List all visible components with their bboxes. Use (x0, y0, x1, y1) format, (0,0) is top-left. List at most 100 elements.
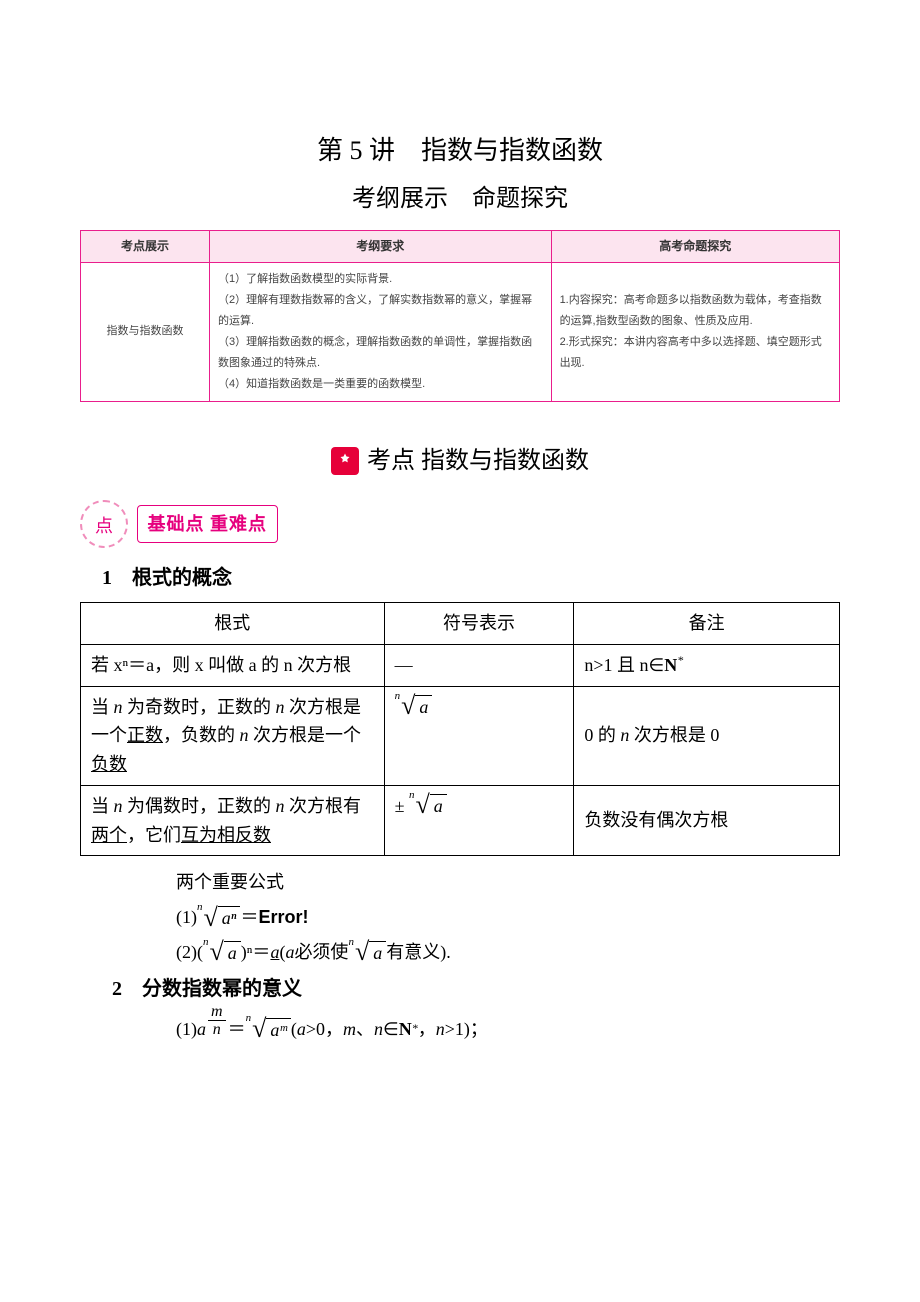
surd-icon: √ (401, 693, 415, 719)
outline-req-item: （4）知道指数函数是一类重要的函数模型. (218, 374, 543, 395)
frac-formula: (1) a m n ＝ n √ aᵐ ( a >0， m 、 n ∈ N* ， … (176, 1011, 840, 1047)
var-n: n (114, 697, 123, 717)
var-n: n (620, 725, 629, 745)
outline-header: 考纲要求 (210, 230, 552, 262)
root-index: n (348, 934, 354, 952)
surd-icon: √ (252, 1016, 266, 1042)
badge-row: 点 基础点 重难点 (80, 500, 840, 548)
outline-header: 高考命题探究 (551, 230, 839, 262)
outline-req-item: （2）理解有理数指数幂的含义，了解实数指数幂的意义，掌握幂的运算. (218, 290, 543, 332)
root-desc: 当 n 为偶数时，正数的 n 次方根有两个，它们互为相反数 (81, 785, 385, 856)
surd-icon: √ (204, 905, 218, 931)
subsection-heading: 2 分数指数幂的意义 (112, 973, 840, 1005)
outline-research: 1.内容探究：高考命题多以指数函数为载体，考查指数的运算,指数型函数的图象、性质… (551, 263, 839, 401)
cond-n2: n (436, 1015, 445, 1044)
formula-label: (1) (176, 1015, 197, 1044)
frac-num: m (208, 1003, 226, 1022)
root-index: n (197, 899, 203, 917)
aside-post: 有意义). (386, 938, 451, 967)
radicand: a (430, 794, 447, 818)
outline-topic: 指数与指数函数 (81, 263, 210, 401)
eq-sign: ＝ (228, 1015, 246, 1044)
t: 次方根有 (285, 796, 362, 816)
t: 当 (91, 697, 114, 717)
radical-icon: n √ a (348, 939, 386, 965)
note-text: 次方根是 0 (629, 725, 719, 745)
surd-icon: √ (355, 939, 369, 965)
radical-icon: n √ a (409, 792, 447, 818)
root-index: n (203, 934, 209, 952)
section-heading: 考点 指数与指数函数 (80, 442, 840, 480)
set-n: N (664, 655, 677, 675)
surd-icon: √ (209, 939, 223, 965)
eq-sign: ＝ (240, 903, 258, 932)
root-table-header: 备注 (574, 602, 840, 644)
root-symbol: ± n √ a (384, 785, 574, 856)
radicand: a (224, 941, 241, 965)
star-sup: * (677, 653, 683, 667)
radical-icon: n √ aⁿ (197, 905, 240, 931)
radicand: aᵐ (266, 1018, 291, 1042)
root-note: n>1 且 n∈N* (574, 644, 840, 686)
frac-den: n (210, 1021, 224, 1039)
root-index: n (395, 688, 401, 706)
cond-comma: ， (418, 1015, 436, 1044)
surd-icon: √ (415, 792, 429, 818)
outline-requirements: （1）了解指数函数模型的实际背景. （2）理解有理数指数幂的含义，了解实数指数幂… (210, 263, 552, 401)
outline-header: 考点展示 (81, 230, 210, 262)
root-table-header: 根式 (81, 602, 385, 644)
root-desc: 若 xⁿ＝a，则 x 叫做 a 的 n 次方根 (81, 644, 385, 686)
root-desc: 当 n 为奇数时，正数的 n 次方根是一个正数，负数的 n 次方根是一个负数 (81, 686, 385, 785)
radical-icon: n √ a (395, 693, 433, 719)
outline-research-item: 1.内容探究：高考命题多以指数函数为载体，考查指数的运算,指数型函数的图象、性质… (560, 290, 831, 332)
root-table-header: 符号表示 (384, 602, 574, 644)
u-text: 两个 (91, 825, 127, 845)
section-heading-text: 考点 指数与指数函数 (367, 442, 589, 480)
root-index: n (246, 1010, 252, 1028)
cond-m: m (343, 1015, 356, 1044)
outline-table: 考点展示 考纲要求 高考命题探究 指数与指数函数 （1）了解指数函数模型的实际背… (80, 230, 840, 402)
badge-circle-icon: 点 (80, 500, 128, 548)
formula-label: (1) (176, 903, 197, 932)
outline-research-item: 2.形式探究：本讲内容高考中多以选择题、填空题形式出现. (560, 332, 831, 374)
u-text: 正数 (127, 725, 163, 745)
u-text: 互为相反数 (181, 825, 271, 845)
aside-mid: 必须使 (294, 938, 348, 967)
radical-icon: n √ a (203, 939, 241, 965)
stamp-icon (331, 447, 359, 475)
fraction-exponent: m n (208, 1003, 226, 1039)
radicand: a (415, 695, 432, 719)
lecture-subtitle: 考纲展示 命题探究 (80, 180, 840, 218)
radicand: a (369, 941, 386, 965)
note-text: 0 的 (584, 725, 620, 745)
table-row: 当 n 为偶数时，正数的 n 次方根有两个，它们互为相反数 ± n √ a 负数… (81, 785, 840, 856)
t: ，它们 (127, 825, 181, 845)
formula-1: (1) n √ aⁿ ＝ Error! (176, 903, 840, 932)
cond-n: n (374, 1015, 383, 1044)
t: ，负数的 (163, 725, 240, 745)
rhs-a: a (270, 938, 279, 967)
var-n: n (114, 796, 123, 816)
cond-gt1: >1)； (445, 1015, 488, 1044)
root-symbol: n √ a (384, 686, 574, 785)
badge-circle-text: 点 (91, 511, 117, 537)
root-note: 负数没有偶次方根 (574, 785, 840, 856)
cond-sep: 、 (356, 1015, 374, 1044)
t: 次方根是一个 (249, 725, 362, 745)
lecture-title: 第 5 讲 指数与指数函数 (80, 130, 840, 172)
subsection-heading: 1 根式的概念 (102, 562, 840, 594)
cond-a: a (297, 1015, 306, 1044)
base-a: a (197, 1015, 206, 1044)
cond-gt0: >0， (306, 1015, 343, 1044)
radicand: aⁿ (218, 906, 241, 930)
root-index: n (409, 787, 415, 805)
var-n: n (276, 796, 285, 816)
root-symbol: — (384, 644, 574, 686)
formula-2: (2)( n √ a )ⁿ＝ a ( a 必须使 n √ a 有意义). (176, 938, 840, 967)
root-note: 0 的 n 次方根是 0 (574, 686, 840, 785)
set-n: N (399, 1015, 412, 1044)
note-text: n>1 且 n∈ (584, 655, 664, 675)
formula-label: (2)( (176, 938, 203, 967)
error-text: Error! (258, 903, 308, 932)
u-text: 负数 (91, 754, 127, 774)
